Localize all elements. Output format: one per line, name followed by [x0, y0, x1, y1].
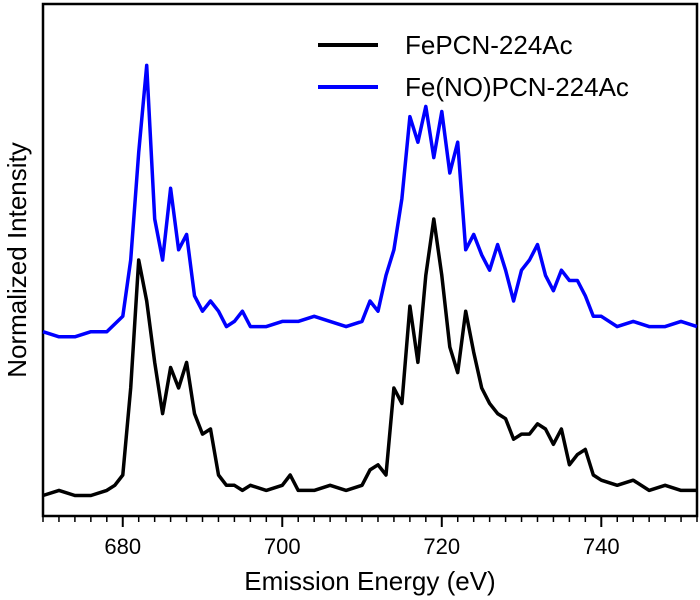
series-layer	[42, 63, 698, 498]
x-tick-label: 720	[423, 534, 460, 559]
x-tick-label: 740	[583, 534, 620, 559]
plot-frame	[41, 2, 699, 518]
legend: FePCN-224Ac Fe(NO)PCN-224Ac	[318, 30, 629, 102]
x-tick-label: 680	[104, 534, 141, 559]
legend-label-fepcn: FePCN-224Ac	[405, 30, 573, 60]
legend-label-fenopcn: Fe(NO)PCN-224Ac	[405, 72, 629, 102]
series-line-0	[42, 217, 697, 498]
y-axis-title: Normalized Intensity	[2, 142, 32, 378]
series-line-1	[42, 63, 698, 339]
x-ticks: 680 700 720 740	[42, 516, 698, 559]
x-axis-title: Emission Energy (eV)	[244, 566, 495, 596]
x-tick-label: 700	[264, 534, 301, 559]
